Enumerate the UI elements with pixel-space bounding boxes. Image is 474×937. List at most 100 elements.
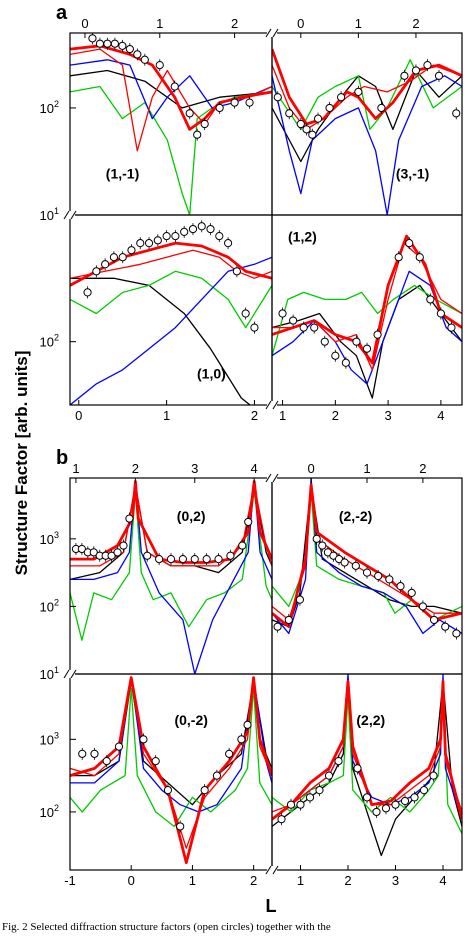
data-point — [230, 98, 239, 107]
plot-area — [272, 234, 462, 399]
plot-area — [70, 33, 272, 215]
data-point — [250, 323, 259, 332]
x-tick-label: 0 — [297, 16, 304, 31]
axis-break-mark — [265, 473, 279, 483]
data-point — [429, 771, 438, 780]
data-point — [114, 742, 124, 751]
axis-break-mark — [265, 400, 279, 410]
series-line-3 — [272, 478, 462, 635]
plot-area — [70, 479, 272, 674]
data-point — [125, 514, 134, 523]
data-point — [305, 793, 315, 802]
data-point — [241, 309, 250, 318]
x-tick-label: 1 — [156, 16, 163, 31]
data-point — [315, 786, 324, 795]
x-tick-label: 1 — [189, 873, 196, 888]
x-tick-label: 4 — [251, 461, 258, 476]
data-point — [215, 103, 224, 113]
data-point — [225, 749, 234, 758]
data-point — [176, 822, 185, 831]
data-point — [452, 629, 461, 638]
data-point — [170, 82, 179, 91]
data-point — [373, 330, 382, 339]
series-line-3 — [272, 75, 462, 215]
panel-frame — [69, 477, 273, 675]
panel-b-top-right: 0 1 2 (2,-2) — [271, 461, 463, 675]
x-tick-label: 1 — [297, 873, 304, 888]
data-point — [133, 50, 142, 59]
data-point — [429, 615, 439, 625]
data-point — [295, 595, 305, 604]
data-point — [351, 561, 360, 570]
y-tick-label: 102 — [40, 597, 59, 614]
data-point — [226, 551, 235, 560]
data-point — [285, 109, 294, 118]
data-point — [232, 267, 241, 276]
data-point — [136, 239, 145, 248]
data-point — [88, 34, 97, 43]
x-tick-label: 2 — [344, 873, 351, 888]
data-point — [185, 109, 194, 118]
data-point — [362, 793, 372, 802]
data-point — [325, 103, 334, 113]
data-point — [180, 227, 189, 236]
data-point — [341, 358, 350, 367]
data-point — [244, 517, 253, 527]
data-point — [155, 555, 164, 564]
data-point — [374, 571, 383, 581]
data-point — [113, 548, 122, 557]
x-tick-label: 1 — [163, 408, 170, 423]
x-tick-label: 1 — [363, 461, 370, 476]
data-point — [178, 555, 187, 564]
data-point — [320, 337, 329, 346]
plot-area — [272, 674, 462, 857]
axis-break-mark — [63, 669, 77, 679]
data-point — [90, 749, 99, 758]
data-point — [353, 764, 362, 773]
y-tick-label: 102 — [40, 333, 59, 350]
data-point — [102, 757, 111, 766]
x-tick-label: 2 — [250, 873, 257, 888]
data-point — [302, 125, 311, 134]
data-point — [223, 239, 233, 248]
panel-label: (0,2) — [177, 508, 206, 524]
x-tick-label: 1 — [279, 408, 286, 423]
axis-break-mark — [265, 28, 279, 38]
x-tick-label: 0 — [128, 873, 135, 888]
data-point — [237, 735, 246, 744]
data-point — [312, 534, 321, 543]
x-tick-label: 0 — [308, 461, 315, 476]
data-point — [110, 39, 119, 48]
x-tick-label: 2 — [419, 461, 426, 476]
panel-a-top-right: 0 1 2 (3,-1) — [271, 16, 463, 216]
x-tick-label: 3 — [191, 461, 198, 476]
data-point — [215, 232, 224, 241]
data-point — [299, 323, 308, 332]
data-point — [127, 246, 136, 255]
x-tick-label: 1 — [355, 16, 362, 31]
series-line-1 — [70, 277, 251, 405]
data-point — [77, 544, 86, 554]
x-tick-label: 2 — [132, 461, 139, 476]
series-line-5 — [70, 241, 272, 287]
data-point — [441, 622, 450, 631]
panel-a-bottom-left: 0 1 2 102 (1,0) — [40, 214, 273, 423]
data-point — [340, 558, 349, 567]
data-point — [381, 804, 391, 813]
data-point — [151, 757, 160, 766]
data-point — [109, 253, 119, 262]
data-point — [362, 344, 372, 353]
data-point — [296, 119, 305, 129]
panel-label: (3,-1) — [396, 166, 429, 182]
axis-break-mark — [63, 210, 77, 220]
panel-frame — [271, 214, 463, 406]
series-line-5 — [70, 44, 272, 131]
y-tick-label: 103 — [40, 730, 59, 747]
y-tick-label: 101 — [40, 665, 59, 682]
x-tick-label: 0 — [81, 16, 88, 31]
series-line-2 — [70, 687, 272, 828]
data-point — [103, 39, 112, 48]
data-point — [125, 44, 134, 54]
panel-b-bottom-left: -1 0 1 2 102 103 (0,-2) — [40, 673, 273, 888]
x-tick-label: 4 — [437, 408, 444, 423]
